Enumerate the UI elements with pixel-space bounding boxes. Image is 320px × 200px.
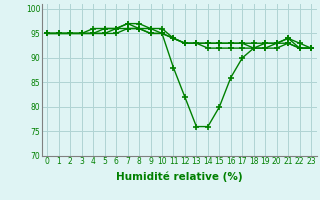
X-axis label: Humidité relative (%): Humidité relative (%) [116, 172, 243, 182]
